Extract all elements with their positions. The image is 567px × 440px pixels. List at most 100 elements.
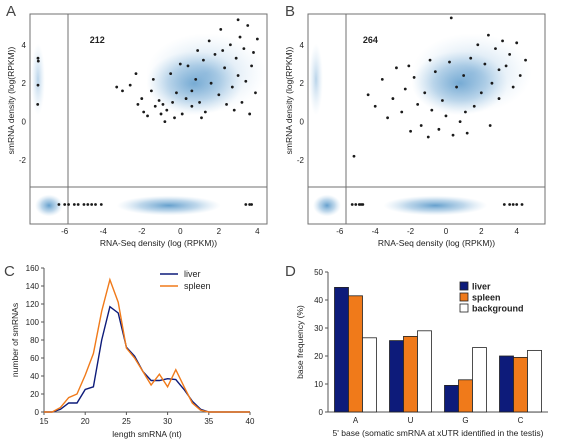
y-tick-label: 120 [26,300,40,309]
scatter-point [115,85,119,89]
scatter-point [407,64,411,68]
series-line-spleen [44,277,250,413]
scatter-point [36,56,40,60]
scatter-point [472,104,476,108]
scatter-point [223,66,227,70]
rug-point [63,203,67,206]
legend-label-spleen: spleen [184,281,211,291]
scatter-point [352,154,356,158]
scatter-point [400,110,404,114]
scatter-point [373,104,377,108]
y-tick-label: 30 [314,324,323,333]
scatter-point [36,102,40,106]
scatter-point [476,43,480,47]
scatter-point [246,24,250,27]
scatter-point [487,33,490,37]
y-tick-label: 80 [30,336,39,345]
y-tick-label: 20 [314,352,323,361]
scatter-point [437,127,441,131]
bar-spleen [403,335,418,413]
panel-a: A 212 -6 -4 -2 0 2 4 -2 0 2 4 RNA-Seq density (log (… [6,3,268,248]
y-tick-label: 100 [26,318,40,327]
bar-liver [444,384,459,413]
y-tick-label: 40 [30,372,39,381]
plot-frame [29,13,268,225]
rug-point [250,203,253,206]
scatter-point [238,35,242,39]
scatter-point [236,74,240,77]
scatter-point [142,110,146,114]
scatter-point [171,101,174,104]
y-tick-label: 0 [22,118,27,127]
scatter-point [236,18,240,22]
scatter-point [234,56,238,60]
x-tick-label: 20 [81,417,90,426]
scatter-point [380,77,384,81]
rug-point [511,203,515,206]
rug-density [383,195,488,216]
legend-label-spleen: spleen [472,293,501,303]
rug-point [354,203,358,206]
y-tick-label: 160 [26,264,40,273]
scatter-point [230,85,234,89]
bar-background [362,337,377,413]
scatter-point [483,62,487,66]
x-tick-label: G [462,416,468,425]
scatter-point [458,120,462,124]
x-tick-label: 2 [479,227,484,236]
scatter-point [161,102,165,106]
x-tick-label: -6 [336,227,344,236]
legend-label-liver: liver [472,282,491,292]
rug-point [361,203,365,206]
rug-point [72,203,76,206]
scatter-point [252,51,255,54]
y-axis-title: number of smRNAs [10,303,20,377]
bar-spleen [513,356,528,413]
y-tick-label: 0 [300,118,305,127]
bar-spleen [458,379,473,413]
plot-frame [307,13,546,225]
scatter-point [248,112,252,116]
rug-point [57,203,61,206]
scatter-point [173,116,176,120]
rug-point [520,203,524,206]
x-tick-label: 4 [255,227,260,236]
side-density [31,43,45,116]
scatter-point [255,37,259,41]
scatter-point [240,101,244,104]
y-tick-label: 60 [30,354,39,363]
x-tick-label: -4 [372,227,380,236]
panel-c: C 15 20 25 30 35 40 0 20 40 60 80 100 120 140 160 liver s… [4,263,255,439]
density-cloud-outer [146,33,267,114]
scatter-point [386,116,389,120]
rug-point [94,203,97,206]
scatter-point [184,97,188,100]
scatter-point [244,79,248,83]
scatter-point [149,89,153,93]
legend-swatch-liver [459,281,469,291]
scatter-point [36,59,40,63]
x-axis-title: RNA-Seq density (log (RPKM)) [100,238,217,248]
scatter-point [217,93,221,97]
scatter-point [225,102,228,106]
rug-density [116,195,221,216]
x-tick-label: 0 [178,227,183,236]
rug-point [90,203,94,206]
rug-point [76,203,80,206]
scatter-point [524,58,527,62]
scatter-point [178,62,182,66]
scatter-point [469,56,473,60]
scatter-point [232,108,236,112]
panel-label: B [285,3,295,20]
scatter-point [157,99,161,102]
scatter-point [190,104,194,108]
scatter-point [250,64,253,68]
x-tick-label: -2 [407,227,415,236]
scatter-point [423,91,427,95]
y-axis-title: base frequency (%) [295,305,305,379]
scatter-point [186,64,190,68]
x-tick-label: -4 [100,227,108,236]
legend-label-background: background [472,304,524,314]
scatter-point [254,91,257,95]
